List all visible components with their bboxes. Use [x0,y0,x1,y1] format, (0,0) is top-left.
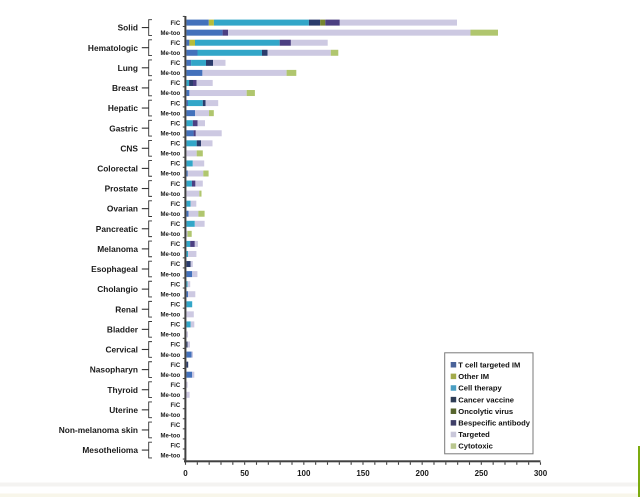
svg-text:Me-too: Me-too [161,91,181,97]
svg-text:Me-too: Me-too [161,353,181,359]
svg-text:Oncolytic virus: Oncolytic virus [458,407,513,416]
svg-text:Solid: Solid [118,23,138,33]
svg-text:FiC: FiC [171,242,181,248]
svg-text:CNS: CNS [120,143,138,153]
svg-text:FiC: FiC [171,81,181,87]
svg-text:Esophageal: Esophageal [91,264,138,274]
svg-text:Other IM: Other IM [458,372,489,381]
svg-text:Me-too: Me-too [161,313,181,319]
svg-text:200: 200 [416,469,430,478]
svg-text:T cell targeted IM: T cell targeted IM [458,360,520,369]
svg-text:Breast: Breast [112,83,138,93]
svg-text:FiC: FiC [171,282,181,288]
svg-text:FiC: FiC [171,101,181,107]
svg-text:Me-too: Me-too [161,252,181,258]
svg-text:Me-too: Me-too [161,433,181,439]
svg-text:Me-too: Me-too [161,292,181,298]
svg-text:Hepatic: Hepatic [108,103,138,113]
svg-text:Gastric: Gastric [109,123,138,133]
svg-text:Prostate: Prostate [105,184,139,194]
svg-text:Me-too: Me-too [161,172,181,178]
svg-text:FiC: FiC [171,142,181,148]
svg-text:Me-too: Me-too [161,192,181,198]
svg-text:Cancer vaccine: Cancer vaccine [458,395,514,404]
svg-text:Hematologic: Hematologic [88,43,138,53]
svg-text:Cervical: Cervical [106,345,138,355]
svg-text:FiC: FiC [171,403,181,409]
svg-text:Nasopharyn: Nasopharyn [90,365,138,375]
svg-text:FiC: FiC [171,302,181,308]
svg-text:FiC: FiC [171,182,181,188]
svg-text:Bespecific antibody: Bespecific antibody [458,419,531,428]
svg-text:FiC: FiC [171,202,181,208]
svg-text:Cholangio: Cholangio [97,284,138,294]
svg-text:Me-too: Me-too [161,413,181,419]
svg-text:Cell therapy: Cell therapy [458,384,502,393]
svg-text:Targeted: Targeted [458,430,490,439]
svg-text:100: 100 [297,469,311,478]
svg-text:FiC: FiC [171,383,181,389]
svg-text:Me-too: Me-too [161,232,181,238]
svg-text:FiC: FiC [171,443,181,449]
svg-text:Lung: Lung [118,63,138,73]
svg-text:Me-too: Me-too [161,51,181,57]
svg-text:Pancreatic: Pancreatic [96,224,139,234]
svg-text:Me-too: Me-too [161,152,181,158]
svg-text:Melanoma: Melanoma [97,244,138,254]
svg-text:Me-too: Me-too [161,212,181,218]
svg-text:FiC: FiC [171,323,181,329]
svg-text:FiC: FiC [171,41,181,47]
svg-text:Colorectal: Colorectal [97,164,138,174]
svg-text:Me-too: Me-too [161,272,181,278]
svg-text:Me-too: Me-too [161,71,181,77]
svg-text:Me-too: Me-too [161,31,181,37]
svg-text:Bladder: Bladder [107,324,139,334]
svg-text:FiC: FiC [171,222,181,228]
svg-text:FiC: FiC [171,21,181,27]
svg-text:0: 0 [183,469,188,478]
svg-text:FiC: FiC [171,61,181,67]
svg-text:Ovarian: Ovarian [107,204,138,214]
svg-text:Renal: Renal [115,304,138,314]
svg-text:250: 250 [475,469,489,478]
svg-text:FiC: FiC [171,121,181,127]
svg-text:Me-too: Me-too [161,453,181,459]
svg-text:Thyroid: Thyroid [107,385,138,395]
svg-text:Non-melanoma skin: Non-melanoma skin [59,425,138,435]
svg-text:FiC: FiC [171,363,181,369]
svg-text:Me-too: Me-too [161,393,181,399]
svg-text:Me-too: Me-too [161,131,181,137]
svg-text:FiC: FiC [171,162,181,168]
svg-text:Cytotoxic: Cytotoxic [458,442,493,451]
svg-text:Uterine: Uterine [109,405,138,415]
svg-text:Me-too: Me-too [161,333,181,339]
svg-text:50: 50 [240,469,249,478]
svg-text:FiC: FiC [171,343,181,349]
svg-text:Mesothelioma: Mesothelioma [82,445,138,455]
svg-text:150: 150 [356,469,370,478]
svg-text:Me-too: Me-too [161,111,181,117]
svg-text:FiC: FiC [171,423,181,429]
svg-text:Me-too: Me-too [161,373,181,379]
svg-text:FiC: FiC [171,262,181,268]
svg-text:300: 300 [534,469,548,478]
